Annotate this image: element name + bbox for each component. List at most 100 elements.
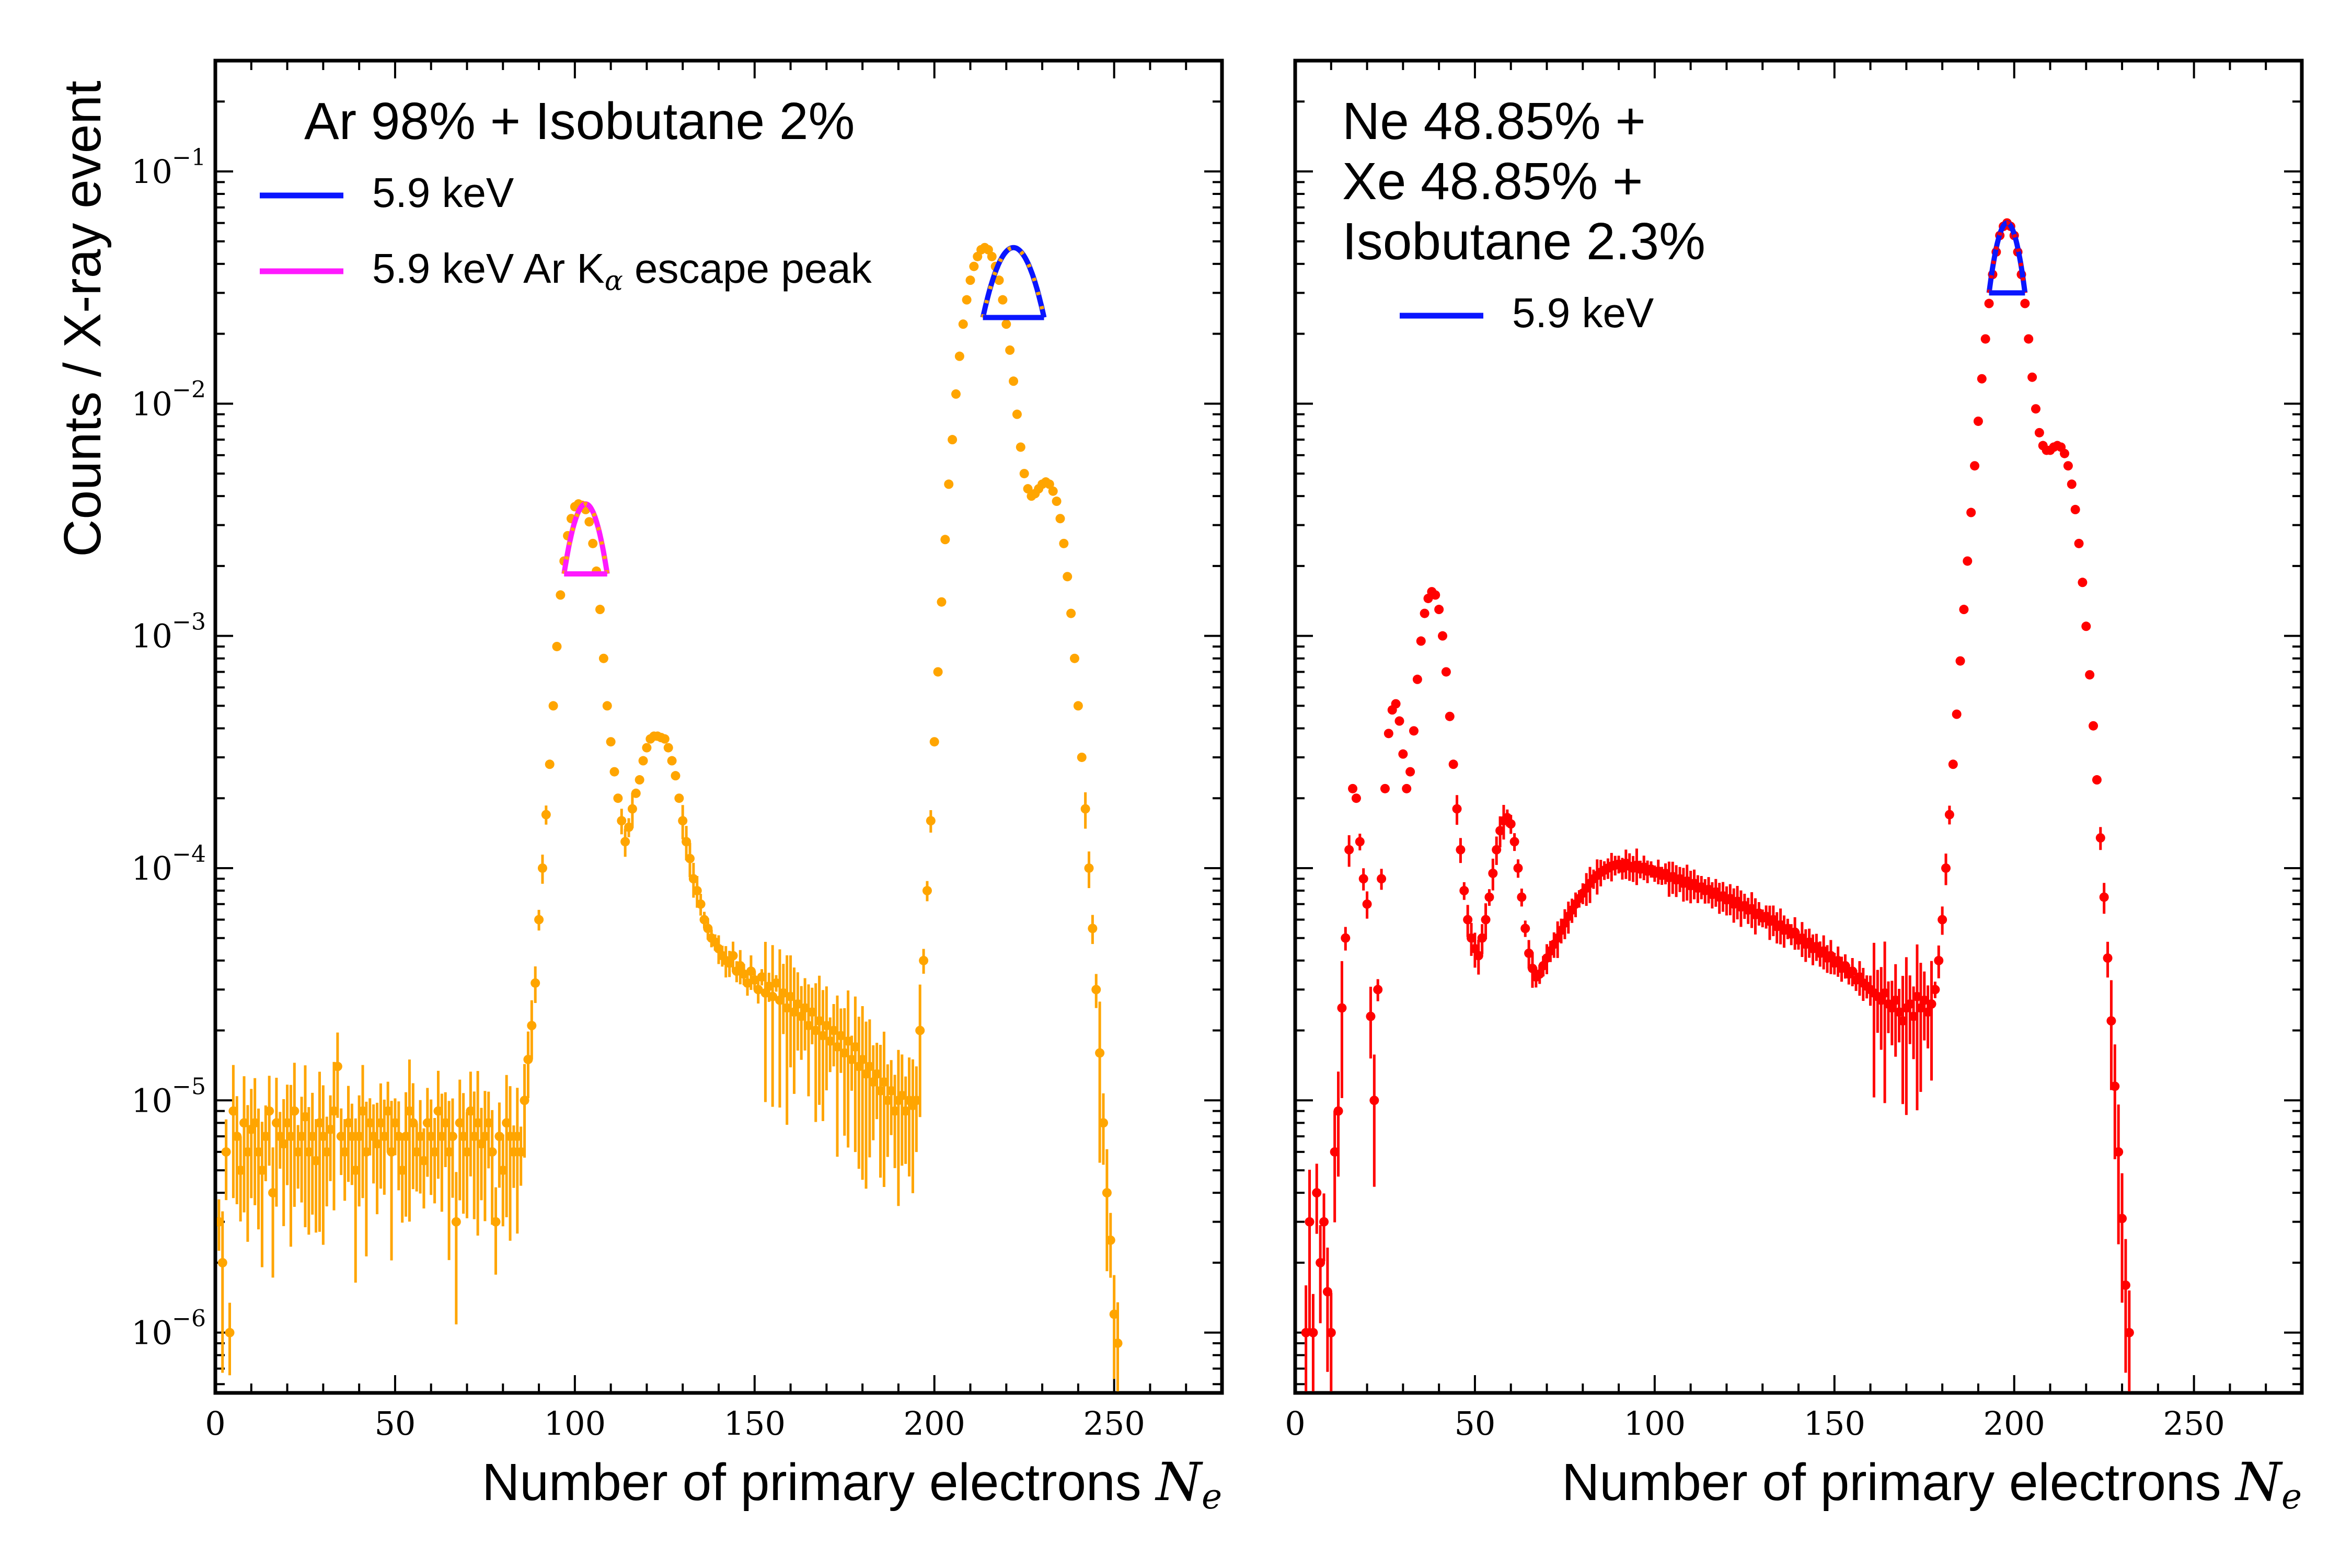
data-point bbox=[1930, 985, 1940, 995]
data-point bbox=[1927, 999, 1936, 1009]
data-point bbox=[635, 775, 644, 785]
data-point bbox=[1517, 892, 1527, 902]
data-point bbox=[1383, 729, 1393, 739]
data-point bbox=[1066, 608, 1076, 618]
data-point bbox=[2120, 1280, 2130, 1290]
data-point bbox=[948, 435, 958, 445]
data-point bbox=[1402, 783, 1412, 793]
y-tick-label: 10 bbox=[131, 1081, 172, 1120]
data-point bbox=[1012, 409, 1022, 419]
data-point bbox=[1520, 924, 1530, 933]
data-point bbox=[674, 793, 684, 803]
data-point bbox=[671, 771, 681, 781]
fit-curve-overlay bbox=[1987, 221, 2027, 293]
data-point bbox=[1984, 298, 1994, 308]
data-point bbox=[527, 1021, 537, 1031]
data-point bbox=[1513, 863, 1523, 873]
data-point bbox=[531, 978, 540, 988]
y-tick-exponent: −5 bbox=[172, 1073, 206, 1100]
y-tick-exponent: −4 bbox=[172, 841, 206, 868]
y-tick-label: 10 bbox=[131, 617, 172, 655]
data-point bbox=[2078, 578, 2088, 587]
data-point bbox=[1001, 319, 1011, 329]
data-point bbox=[1088, 924, 1098, 933]
data-point bbox=[1055, 514, 1065, 524]
data-point bbox=[1506, 819, 1516, 829]
data-point bbox=[915, 1025, 925, 1035]
data-point bbox=[606, 737, 616, 747]
data-point bbox=[1366, 1011, 1376, 1021]
data-point bbox=[1973, 416, 1983, 426]
data-point bbox=[1481, 915, 1491, 925]
data-point bbox=[537, 863, 547, 873]
data-point bbox=[642, 743, 652, 753]
data-point bbox=[487, 1147, 497, 1157]
data-point bbox=[1416, 636, 1426, 646]
data-point bbox=[545, 759, 555, 769]
data-point bbox=[225, 1328, 235, 1338]
y-tick-label: 10 bbox=[131, 385, 172, 423]
y-tick-exponent: −2 bbox=[172, 376, 206, 403]
data-point bbox=[2095, 833, 2105, 843]
y-tick-label: 10 bbox=[131, 1314, 172, 1352]
data-point bbox=[613, 793, 623, 803]
y-tick-exponent: −6 bbox=[172, 1306, 206, 1332]
data-point bbox=[2124, 1328, 2134, 1338]
data-point bbox=[987, 251, 997, 261]
data-point bbox=[2067, 479, 2077, 489]
data-point bbox=[1431, 590, 1440, 600]
data-point bbox=[951, 389, 961, 399]
data-point bbox=[1448, 759, 1458, 769]
data-point bbox=[1344, 845, 1354, 855]
x-tick-label: 200 bbox=[1984, 1404, 2045, 1443]
data-point bbox=[663, 743, 673, 753]
data-point bbox=[954, 351, 964, 361]
data-point bbox=[264, 1106, 274, 1116]
data-point bbox=[1441, 667, 1451, 677]
data-point bbox=[919, 955, 929, 965]
data-point bbox=[2063, 461, 2073, 471]
data-point bbox=[1341, 933, 1351, 943]
panel-title: Xe 48.85% + bbox=[1342, 152, 1643, 211]
data-point bbox=[1409, 726, 1419, 736]
data-point bbox=[1391, 699, 1401, 709]
data-point bbox=[1005, 345, 1015, 355]
x-tick-label: 250 bbox=[2163, 1404, 2224, 1443]
data-point bbox=[584, 517, 594, 527]
data-point bbox=[1369, 1096, 1379, 1105]
data-point bbox=[1445, 711, 1455, 721]
data-point bbox=[933, 667, 943, 677]
data-point bbox=[2024, 334, 2034, 344]
data-point bbox=[2089, 721, 2099, 731]
data-point bbox=[1459, 886, 1469, 896]
data-point bbox=[1492, 845, 1502, 855]
data-point bbox=[1091, 985, 1101, 995]
data-point bbox=[217, 1258, 227, 1267]
data-point bbox=[1963, 556, 1973, 566]
data-point bbox=[627, 804, 637, 814]
legend-label: 5.9 keV bbox=[1512, 290, 1654, 336]
data-point bbox=[2103, 953, 2113, 963]
x-tick-label: 100 bbox=[544, 1404, 606, 1443]
data-point bbox=[1312, 1188, 1322, 1198]
y-tick-exponent: −1 bbox=[172, 144, 206, 171]
data-point bbox=[491, 1217, 501, 1227]
data-point bbox=[2060, 448, 2070, 458]
data-point bbox=[937, 597, 947, 607]
data-point bbox=[1358, 874, 1368, 884]
data-point bbox=[958, 319, 968, 329]
data-point bbox=[1084, 863, 1094, 873]
data-point bbox=[1048, 486, 1058, 496]
data-point bbox=[1377, 874, 1387, 884]
data-point bbox=[1009, 376, 1019, 386]
data-point bbox=[1333, 1106, 1343, 1116]
data-point bbox=[1102, 1188, 1112, 1198]
right-panel: 0 50 100 150 200 250 Number of primary electro… bbox=[1285, 59, 2304, 1517]
data-point bbox=[1420, 608, 1429, 618]
data-point bbox=[2117, 1214, 2127, 1224]
data-point bbox=[332, 1062, 342, 1071]
data-point bbox=[1073, 701, 1083, 711]
data-point bbox=[638, 756, 648, 766]
data-point bbox=[1398, 749, 1408, 759]
data-point bbox=[1959, 605, 1969, 615]
